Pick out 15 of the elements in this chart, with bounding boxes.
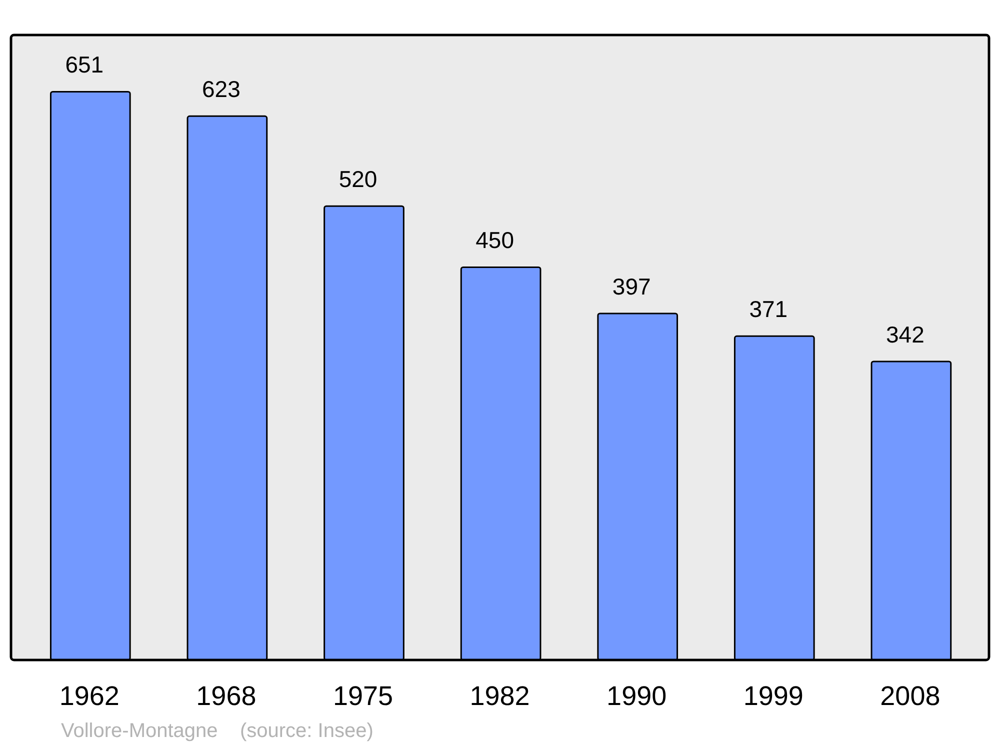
data-label: 651 [65, 52, 104, 78]
data-label: 397 [612, 273, 651, 300]
data-label: 520 [338, 166, 378, 192]
data-label: 371 [749, 296, 788, 322]
x-tick-label: 1999 [743, 681, 804, 711]
x-tick-label: 1975 [332, 681, 394, 711]
data-label: 450 [476, 227, 514, 254]
x-tick-label: 1990 [606, 681, 667, 711]
x-tick-label: 1962 [59, 681, 120, 711]
data-label: 342 [886, 321, 924, 348]
x-tick-label: 1982 [470, 681, 530, 711]
data-label: 623 [202, 76, 240, 102]
x-tick-label: 2008 [880, 681, 940, 711]
x-tick-label: 1968 [196, 681, 256, 711]
text: Vollore-Montagne (source: Insee) [61, 720, 374, 742]
